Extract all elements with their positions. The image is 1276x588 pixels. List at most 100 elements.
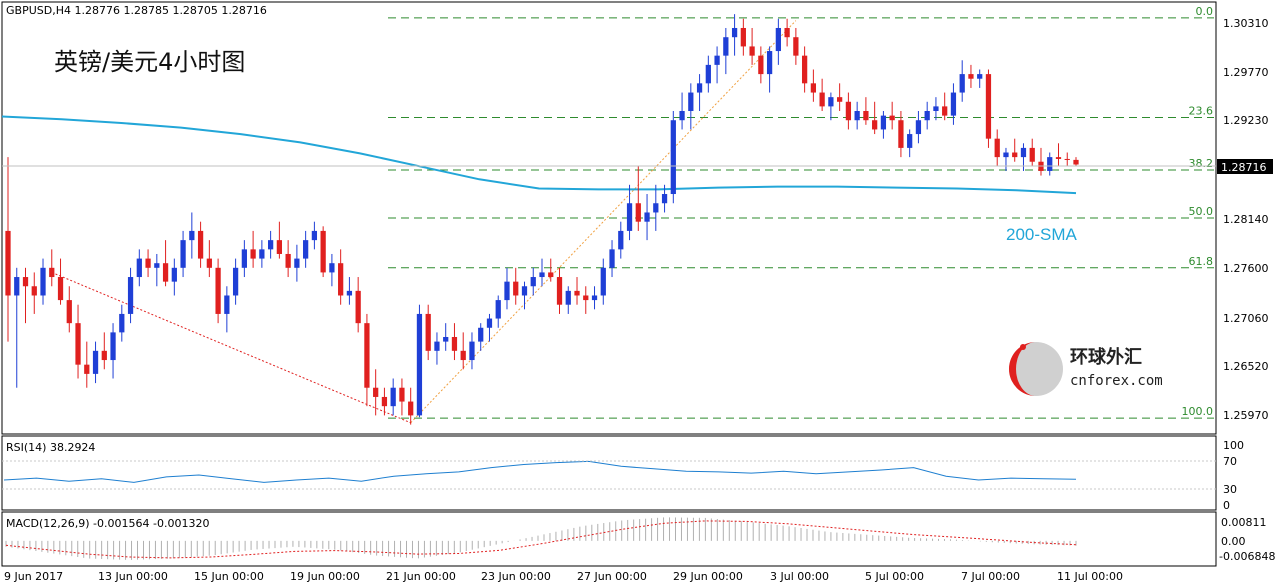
- macd-tick: 0.00: [1221, 535, 1246, 548]
- macd-tick: -0.006848: [1219, 550, 1275, 563]
- time-axis: 9 Jun 2017 13 Jun 00:00 15 Jun 00:00 19 …: [4, 570, 1123, 583]
- candle-body: [460, 350, 466, 361]
- candle-body: [644, 212, 650, 222]
- trend-line-up: [410, 20, 797, 424]
- candle-body: [793, 37, 799, 56]
- candle-body: [14, 277, 20, 296]
- time-tick: 9 Jun 2017: [4, 570, 63, 583]
- price-tick: 1.29230: [1223, 114, 1269, 127]
- candle-body: [723, 37, 729, 56]
- candle-body: [521, 286, 528, 296]
- candle-body: [609, 249, 615, 268]
- candle-body: [338, 263, 344, 296]
- candle-body: [863, 111, 869, 121]
- price-tick: 1.27600: [1223, 262, 1269, 275]
- rsi-tick: 100: [1223, 439, 1244, 452]
- candle-body: [845, 101, 852, 121]
- time-tick: 5 Jul 00:00: [865, 570, 924, 583]
- time-tick: 27 Jun 00:00: [577, 570, 647, 583]
- fib-label: 50.0: [1189, 205, 1214, 218]
- candle-body: [329, 263, 335, 273]
- candle-body: [110, 332, 116, 361]
- candle-body: [75, 323, 81, 365]
- macd-label: MACD(12,26,9) -0.001564 -0.001320: [6, 517, 209, 530]
- candle-body: [346, 290, 353, 296]
- rsi-layer: [3, 460, 1077, 483]
- candle-body: [985, 74, 992, 139]
- price-axis: 1.30310 1.29770 1.29230 1.28140 1.27600 …: [1223, 17, 1269, 422]
- candle-body: [1055, 157, 1062, 159]
- candle-body: [320, 230, 326, 273]
- candle-body: [942, 106, 948, 116]
- candle-body: [355, 290, 361, 324]
- current-price: 1.28716: [1221, 161, 1267, 174]
- price-panel-frame: [1, 1, 1217, 435]
- candle-body: [872, 120, 878, 130]
- candle-body: [1029, 147, 1035, 162]
- cnforex-logo: 环球外汇 cnforex.com: [1009, 342, 1163, 396]
- candle-body: [959, 74, 965, 93]
- candle-body: [696, 83, 703, 93]
- candle-body: [232, 267, 239, 296]
- candle-body: [276, 240, 283, 254]
- candle-body: [837, 97, 843, 102]
- fib-label: 100.0: [1182, 405, 1214, 418]
- rsi-label: RSI(14) 38.2924: [6, 441, 95, 454]
- candle-body: [679, 111, 685, 121]
- logo-text-en: cnforex.com: [1070, 373, 1163, 389]
- candle-body: [1047, 157, 1053, 171]
- candle-body: [451, 336, 458, 351]
- macd-layer: [5, 517, 1077, 560]
- candle-body: [880, 115, 887, 130]
- candle-body: [22, 277, 29, 287]
- candle-body: [635, 203, 641, 222]
- candle-body: [766, 51, 773, 75]
- candle-body: [1020, 147, 1027, 158]
- macd-tick: 0.00811: [1221, 516, 1267, 529]
- candle-body: [810, 83, 817, 93]
- candle-body: [933, 106, 939, 111]
- candle-body: [915, 120, 922, 135]
- candle-body: [84, 364, 90, 374]
- candle-body: [889, 115, 895, 121]
- candle-body: [731, 27, 738, 38]
- candle-body: [801, 55, 808, 84]
- candle-body: [565, 290, 571, 305]
- candle-body: [1003, 152, 1009, 158]
- candle-body: [224, 295, 230, 314]
- rsi-panel-frame: [1, 435, 1217, 511]
- price-tick: 1.28140: [1223, 213, 1269, 226]
- time-tick: 15 Jun 00:00: [194, 570, 264, 583]
- candle-body: [250, 249, 256, 259]
- logo-text-cn: 环球外汇: [1070, 346, 1142, 368]
- candle-body: [425, 313, 431, 351]
- time-tick: 13 Jun 00:00: [98, 570, 168, 583]
- candle-body: [49, 267, 55, 278]
- candle-body: [443, 336, 449, 342]
- price-tick: 1.25970: [1223, 409, 1269, 422]
- time-tick: 23 Jun 00:00: [481, 570, 551, 583]
- candle-body: [784, 27, 790, 38]
- candle-body: [1064, 158, 1070, 160]
- candle-body: [434, 341, 440, 351]
- time-tick: 19 Jun 00:00: [290, 570, 360, 583]
- candle-body: [950, 92, 957, 116]
- candle-body: [653, 203, 659, 213]
- candle-body: [530, 277, 536, 287]
- candle-body: [968, 74, 974, 79]
- candle-body: [145, 258, 151, 268]
- candle-body: [381, 396, 388, 407]
- fib-label: 0.0: [1196, 5, 1214, 18]
- candle-body: [591, 295, 598, 301]
- candle-body: [399, 387, 405, 402]
- trend-lines: [51, 20, 797, 424]
- logo-globe-icon: [1009, 342, 1063, 396]
- candle-body: [180, 240, 186, 268]
- candle-body: [548, 272, 554, 278]
- time-tick: 3 Jul 00:00: [770, 570, 829, 583]
- fib-label: 23.6: [1189, 104, 1214, 117]
- candle-body: [241, 249, 247, 268]
- time-tick: 21 Jun 00:00: [386, 570, 456, 583]
- chart-title: 英镑/美元4小时图: [54, 48, 245, 76]
